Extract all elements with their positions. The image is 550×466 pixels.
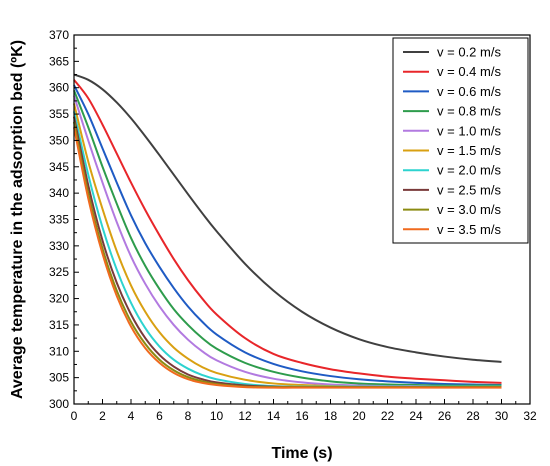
legend-label: v = 3.5 m/s: [437, 222, 501, 237]
y-tick-label: 365: [49, 54, 69, 68]
y-tick-label: 305: [49, 371, 69, 385]
y-tick-label: 370: [49, 28, 69, 42]
legend-label: v = 0.6 m/s: [437, 84, 501, 99]
legend-label: v = 3.0 m/s: [437, 202, 501, 217]
series-layer: [73, 73, 502, 389]
y-tick-label: 355: [49, 107, 69, 121]
y-tick-label: 310: [49, 344, 69, 358]
x-tick-label: 20: [352, 409, 366, 423]
y-tick-label: 325: [49, 265, 69, 279]
legend-label: v = 2.0 m/s: [437, 163, 501, 178]
y-tick-label: 345: [49, 160, 69, 174]
x-tick-label: 4: [128, 409, 135, 423]
y-tick-label: 335: [49, 213, 69, 227]
x-tick-label: 30: [495, 409, 509, 423]
series-line-2: [73, 84, 502, 387]
legend-label: v = 1.0 m/s: [437, 123, 501, 138]
y-tick-label: 300: [49, 397, 69, 411]
x-tick-label: 2: [99, 409, 106, 423]
series-line-1: [73, 79, 502, 384]
x-tick-label: 26: [438, 409, 452, 423]
x-axis-title: Time (s): [271, 445, 332, 462]
x-tick-label: 6: [156, 409, 163, 423]
y-axis-ticks: 300 305 310 315 320 325 330 335 340 345 350 355 360 3…: [49, 28, 79, 411]
x-tick-label: 18: [324, 409, 338, 423]
y-tick-label: 320: [49, 292, 69, 306]
x-tick-label: 32: [523, 409, 537, 423]
legend-label: v = 0.2 m/s: [437, 45, 501, 60]
y-tick-label: 315: [49, 318, 69, 332]
x-tick-label: 14: [267, 409, 281, 423]
y-tick-label: 360: [49, 81, 69, 95]
x-tick-label: 28: [466, 409, 480, 423]
legend-label: v = 2.5 m/s: [437, 182, 501, 197]
x-tick-label: 0: [71, 409, 78, 423]
x-tick-label: 22: [381, 409, 395, 423]
series-line-3: [73, 89, 502, 387]
x-tick-label: 10: [210, 409, 224, 423]
y-tick-label: 330: [49, 239, 69, 253]
legend-label: v = 1.5 m/s: [437, 143, 501, 158]
x-tick-label: 12: [238, 409, 252, 423]
x-tick-label: 24: [409, 409, 423, 423]
y-tick-label: 340: [49, 186, 69, 200]
legend-label: v = 0.4 m/s: [437, 64, 501, 79]
legend-label: v = 0.8 m/s: [437, 104, 501, 119]
x-tick-label: 16: [295, 409, 309, 423]
legend: v = 0.2 m/s v = 0.4 m/s v = 0.6 m/s v = 0.8…: [392, 37, 529, 244]
x-axis-ticks: 0 2 4 6 8 10 12 14 16 18 20 22 24 26 28 30 32: [71, 399, 537, 423]
series-line-0: [73, 73, 502, 363]
y-axis-title: Average temperature in the adsorption be…: [9, 40, 26, 399]
series-line-9: [73, 127, 502, 389]
x-tick-label: 8: [185, 409, 192, 423]
y-tick-label: 350: [49, 133, 69, 147]
